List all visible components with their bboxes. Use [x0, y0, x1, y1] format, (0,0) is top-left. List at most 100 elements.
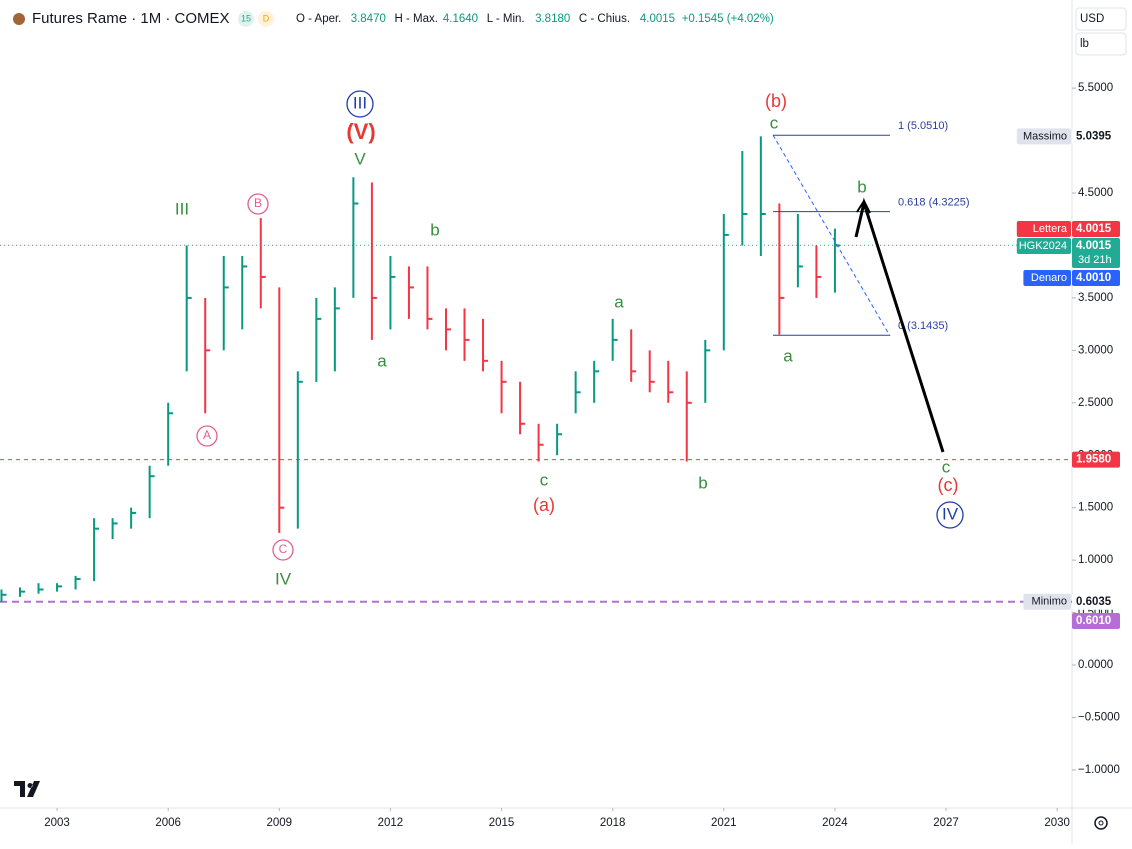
price-value-box — [1072, 238, 1120, 268]
price-name: Lettera — [1033, 223, 1068, 235]
x-tick-label: 2027 — [933, 817, 959, 829]
fib-label: 0.618 (4.3225) — [898, 197, 970, 209]
unit: lb — [1080, 38, 1089, 50]
overlay: 1 (5.0510) 0.618 (4.3225) 0 (3.1435) III (V)… — [175, 90, 970, 588]
change: +0.1545 (+4.02%) — [682, 13, 774, 25]
ohlc-value: 4.1640 — [443, 13, 478, 25]
wave-label: V — [354, 149, 366, 168]
x-tick-label: 2009 — [267, 817, 293, 829]
wave-label: b — [698, 473, 707, 492]
wave-label: (a) — [533, 495, 555, 515]
price-name: HGK2024 — [1019, 240, 1067, 252]
x-tick-label: 2015 — [489, 817, 515, 829]
wave-label: IV — [275, 569, 292, 588]
wave-label: B — [254, 196, 262, 210]
price-value: 4.0010 — [1076, 272, 1111, 284]
wave-label: a — [614, 292, 624, 311]
y-tick-label: 2.5000 — [1078, 397, 1113, 409]
price-value-box — [1072, 451, 1120, 468]
wave-label: c — [942, 457, 951, 476]
price-value-box — [1072, 613, 1120, 629]
price-value: 4.0015 — [1076, 240, 1112, 252]
badge[interactable] — [258, 11, 274, 27]
price-value-box — [1072, 221, 1120, 237]
price-value: 0.6035 — [1076, 596, 1112, 608]
ohlc-value: 3.8180 — [535, 13, 570, 25]
projection-head — [856, 198, 871, 214]
badge-text: 15 — [241, 13, 251, 23]
wave-label: a — [783, 346, 793, 365]
fib-label: 0 (3.1435) — [898, 320, 948, 332]
wave-label: (b) — [765, 91, 787, 111]
wave-label: b — [430, 220, 439, 239]
price-name-box — [1016, 238, 1071, 254]
wave-circle — [196, 425, 218, 447]
trend-line — [772, 134, 891, 337]
price-value: 5.0395 — [1076, 130, 1112, 142]
wave-circle — [247, 193, 269, 215]
x-tick-label: 2021 — [711, 817, 737, 829]
y-tick-label: −0.5000 — [1078, 712, 1120, 724]
x-tick-label: 2030 — [1044, 817, 1070, 829]
symbol-icon — [13, 13, 25, 25]
badge[interactable] — [238, 11, 254, 27]
price-name: Denaro — [1031, 272, 1067, 284]
currency-button[interactable] — [1075, 7, 1127, 31]
wave-label: C — [279, 542, 288, 556]
x-tick-label: 2018 — [600, 817, 626, 829]
y-tick-label: 5.5000 — [1078, 82, 1113, 94]
wave-label: A — [203, 428, 211, 442]
price-name: Minimo — [1032, 596, 1067, 608]
y-tick-label: −1.0000 — [1078, 764, 1120, 776]
y-tick-label: 3.5000 — [1078, 292, 1113, 304]
wave-label: a — [377, 351, 387, 370]
x-tick-label: 2024 — [822, 817, 848, 829]
wave-label: c — [540, 470, 549, 489]
price-value-box — [1072, 128, 1120, 145]
tv-logo — [14, 781, 40, 797]
y-tick-label: 1.0000 — [1078, 554, 1113, 566]
settings-icon[interactable] — [1094, 816, 1108, 830]
ohlc-key: H - Max. — [395, 13, 438, 25]
fib-label: 1 (5.0510) — [898, 120, 948, 132]
plot — [0, 87, 1076, 811]
price-name-box — [1023, 270, 1071, 286]
y-tick-label: 3.0000 — [1078, 344, 1113, 356]
price-value-box — [1072, 270, 1120, 286]
price-name: Massimo — [1023, 130, 1067, 142]
x-tick-label: 2006 — [155, 817, 181, 829]
price-value: 0.6010 — [1076, 615, 1111, 627]
x-tick-label: 2012 — [378, 817, 404, 829]
ohlc-legend: O - Aper. 3.8470 H - Max. 4.1640 L - Min. 3.8… — [296, 13, 774, 25]
wave-label: (c) — [938, 475, 959, 495]
y-tick-label: 1.5000 — [1078, 502, 1113, 514]
ohlc-value: 4.0015 — [640, 13, 675, 25]
wave-label: b — [857, 177, 866, 196]
wave-label: III — [175, 199, 189, 218]
unit-button[interactable] — [1075, 32, 1127, 56]
ohlc-key: O - Aper. — [296, 13, 341, 25]
y-tick-label: 0.0000 — [1078, 659, 1113, 671]
x-tick-label: 2003 — [44, 817, 70, 829]
wave-circle — [272, 539, 294, 561]
wave-label: (V) — [346, 119, 375, 144]
badge-text: D — [263, 13, 270, 23]
ohlc-key: C - Chius. — [579, 13, 630, 25]
y-tick-label: 4.5000 — [1078, 187, 1113, 199]
wave-circle — [936, 501, 964, 529]
price-value: 4.0015 — [1076, 223, 1112, 235]
price-name-box — [1016, 221, 1071, 237]
price-name-box — [1023, 593, 1071, 610]
price-value: 1.9580 — [1076, 454, 1111, 466]
wave-circle — [346, 90, 374, 118]
price-value-box — [1072, 593, 1120, 610]
ohlc-key: L - Min. — [487, 13, 525, 25]
price-countdown: 3d 21h — [1078, 254, 1112, 266]
wave-label: IV — [942, 504, 959, 523]
ohlc-value: 3.8470 — [351, 13, 386, 25]
title: Futures Rame · 1M · COMEX — [32, 10, 230, 27]
wave-label: c — [770, 113, 779, 132]
